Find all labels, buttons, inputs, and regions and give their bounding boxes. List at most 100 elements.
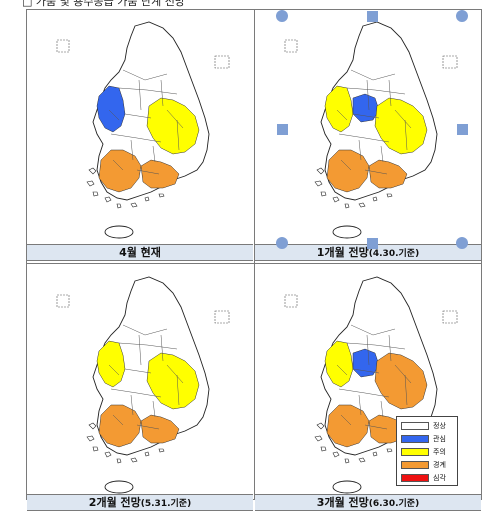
district-boundary: [160, 79, 164, 107]
district-boundary: [108, 364, 120, 376]
district-boundary: [108, 109, 120, 121]
coastal-island: [372, 196, 378, 202]
selection-handle-bottom-right[interactable]: [456, 237, 468, 249]
district-boundary: [152, 400, 156, 418]
district-boundary: [404, 119, 408, 151]
inset-box-east: [442, 310, 458, 324]
korea-map-one-month: [284, 21, 458, 239]
legend-swatch-serious: [401, 473, 429, 482]
district-boundary: [152, 145, 156, 163]
region-gyeongbuk: [146, 352, 200, 410]
district-boundary: [338, 133, 390, 143]
coastal-island: [144, 196, 150, 202]
map-panel-one-month[interactable]: [255, 10, 481, 263]
korea-map-two-month: [56, 276, 230, 494]
coastal-island: [314, 435, 323, 442]
selection-handle-top-center[interactable]: [366, 10, 378, 22]
district-boundary: [124, 113, 152, 119]
district-boundary: [176, 119, 180, 151]
region-gyeongbuk: [374, 97, 428, 155]
jeju-island: [104, 225, 134, 239]
coastal-island: [358, 457, 366, 463]
legend-label-serious: 심각: [433, 473, 446, 482]
district-boundary: [380, 145, 384, 163]
coastal-island: [116, 458, 122, 464]
selection-handle-middle-right[interactable]: [456, 123, 468, 135]
district-boundary: [394, 109, 412, 129]
coastal-island: [130, 202, 138, 208]
korea-map-current: [56, 21, 230, 239]
district-boundary: [340, 414, 352, 426]
inset-box-east: [214, 310, 230, 324]
selection-handle-top-left[interactable]: [276, 10, 288, 22]
map-subtitle-three-month: (6.30.기준): [368, 499, 420, 509]
inset-box-northwest: [284, 39, 298, 53]
coastal-island: [88, 422, 97, 430]
region-gyeongbuk: [146, 97, 200, 155]
district-boundary: [352, 113, 380, 119]
region-gyeongnam-coast: [140, 159, 180, 189]
region-west-central: [324, 85, 354, 133]
legend-row-warning: 경계: [401, 458, 453, 471]
district-boundary: [358, 394, 362, 416]
district-boundary: [350, 69, 396, 81]
district-boundary: [338, 388, 390, 398]
district-boundary: [136, 424, 160, 430]
legend-row-serious: 심각: [401, 471, 453, 484]
coastal-island: [158, 193, 165, 198]
coastal-island: [386, 448, 393, 453]
district-boundary: [122, 69, 168, 81]
jeju-island: [332, 225, 362, 239]
selection-handle-top-right[interactable]: [456, 10, 468, 22]
district-boundary: [138, 334, 142, 366]
district-boundary: [160, 334, 164, 362]
district-boundary: [118, 342, 178, 350]
grid-divider-horizontal: [27, 263, 481, 264]
district-boundary: [166, 364, 184, 384]
coastal-island: [320, 191, 327, 197]
district-boundary: [110, 133, 162, 143]
district-boundary: [112, 414, 124, 426]
coastal-island: [316, 167, 325, 175]
coastal-island: [320, 446, 327, 452]
region-west-central: [96, 85, 126, 133]
map-caption-current: 4월 현재: [27, 244, 253, 261]
district-boundary: [404, 374, 408, 406]
region-jeonnam: [98, 404, 142, 448]
legend-swatch-normal: [401, 422, 429, 431]
coastal-island: [314, 180, 323, 187]
map-caption-two-month: 2개월 전망(5.31.기준): [27, 494, 253, 511]
map-panel-two-month: [27, 265, 253, 518]
map-title-one-month: 1개월 전망: [316, 246, 369, 259]
district-boundary: [136, 169, 160, 175]
coastal-island: [116, 203, 122, 209]
coastal-island: [88, 167, 97, 175]
coastal-island: [316, 422, 325, 430]
district-boundary: [346, 87, 406, 95]
district-boundary: [388, 79, 392, 107]
legend-swatch-warning: [401, 460, 429, 469]
district-boundary: [130, 139, 134, 161]
district-boundary: [124, 368, 152, 374]
district-boundary: [130, 394, 134, 416]
map-caption-three-month: 3개월 전망(6.30.기준): [255, 494, 481, 511]
district-boundary: [166, 109, 184, 129]
map-title-two-month: 2개월 전망: [88, 496, 141, 509]
district-boundary: [350, 324, 396, 336]
map-title-three-month: 3개월 전망: [316, 496, 369, 509]
coastal-island: [86, 180, 95, 187]
region-west-central: [96, 340, 126, 388]
district-boundary: [336, 109, 348, 121]
selection-handle-bottom-left[interactable]: [276, 237, 288, 249]
district-boundary: [118, 87, 178, 95]
drought-map-grid: 4월 현재 1개월 전망(4.30.기준) 2개월 전망(5.31.기준) 3개…: [26, 9, 482, 511]
selection-handle-middle-left[interactable]: [276, 123, 288, 135]
district-boundary: [336, 364, 348, 376]
coastal-island: [372, 451, 378, 457]
coastal-island: [130, 457, 138, 463]
selection-handle-bottom-center[interactable]: [366, 237, 378, 249]
district-boundary: [358, 139, 362, 161]
coastal-island: [86, 435, 95, 442]
coastal-island: [332, 196, 340, 203]
district-boundary: [340, 159, 352, 171]
